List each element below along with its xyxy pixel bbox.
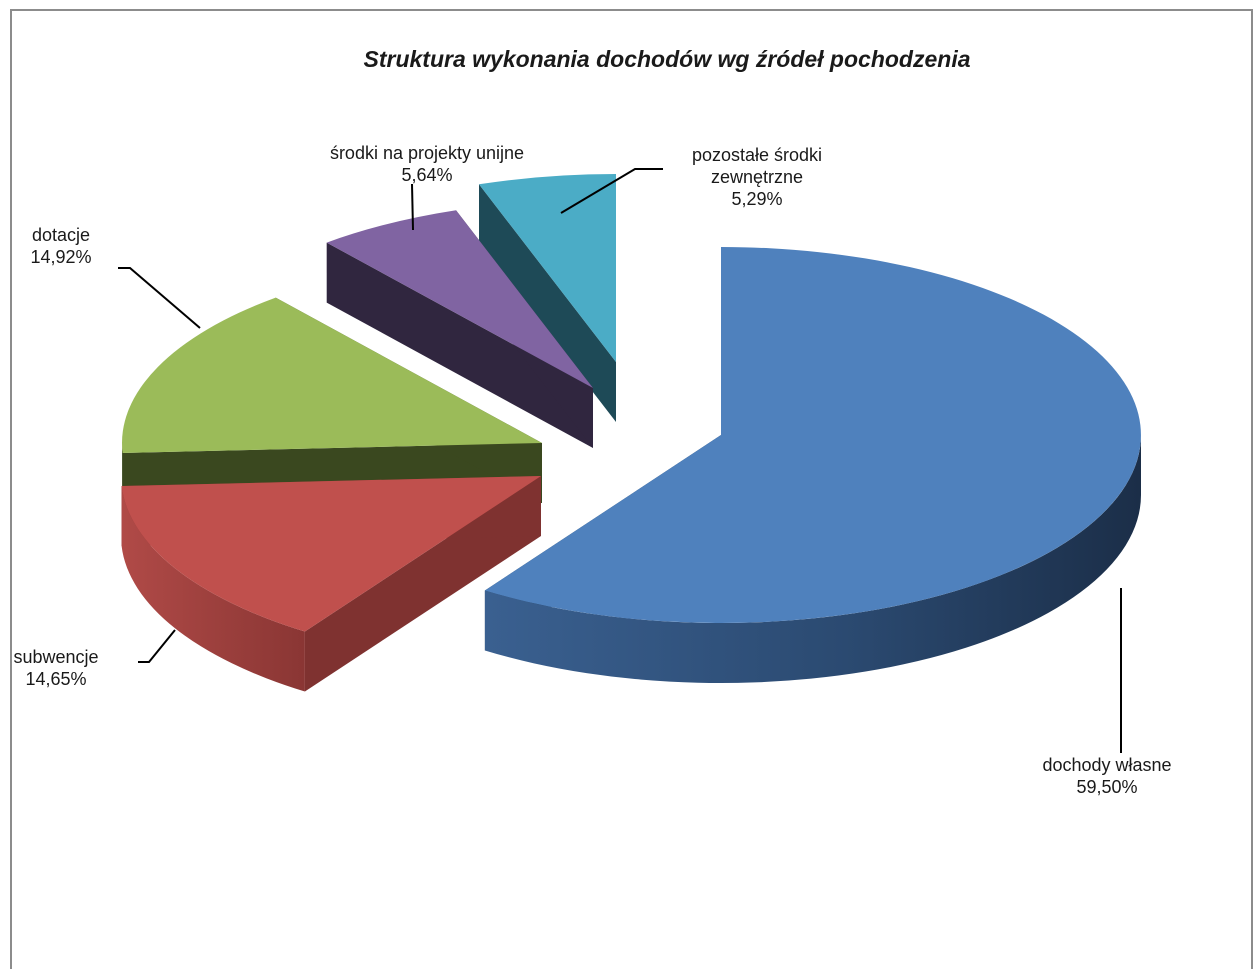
slice-subwencje [121, 476, 541, 692]
slice-subwencje-side-0 [121, 486, 305, 692]
data-label-category: dochody własne [1042, 755, 1171, 775]
slice-dotacje-top [122, 297, 543, 453]
data-label-category: środki na projekty unijne [330, 143, 524, 163]
data-label-category: dotacje [32, 225, 90, 245]
leader-line-srodki-unijne [411, 183, 414, 231]
data-label-value: 5,29% [731, 189, 782, 209]
pie-slices [121, 174, 1141, 692]
chart-title: Struktura wykonania dochodów wg źródeł p… [364, 46, 971, 72]
data-label-category: subwencje [13, 647, 98, 667]
data-label-value: 14,92% [30, 247, 91, 267]
data-label-value: 14,65% [25, 669, 86, 689]
leader-line-dotacje [118, 267, 201, 329]
data-label-pozostale: pozostałe środki zewnętrzne 5,29% [692, 145, 822, 209]
data-label-category: zewnętrzne [711, 167, 803, 187]
slice-pozostale-top [479, 174, 616, 362]
data-label-srodki-unijne: środki na projekty unijne 5,64% [330, 143, 524, 185]
data-label-dotacje: dotacje 14,92% [30, 225, 91, 267]
slice-pozostale-wall-start [479, 184, 616, 422]
data-label-dochody-wlasne: dochody własne 59,50% [1042, 755, 1171, 797]
slice-dochody-wlasne-top [484, 247, 1141, 623]
leader-lines [118, 168, 1122, 753]
slice-srodki-unijne-top [326, 210, 593, 388]
data-label-subwencje: subwencje 14,65% [13, 647, 98, 689]
slice-dochody-wlasne-side-0 [484, 435, 1141, 684]
leader-line-pozostale [560, 168, 663, 214]
data-label-value: 5,64% [401, 165, 452, 185]
slice-subwencje-top [121, 476, 541, 632]
slice-srodki-unijne [326, 210, 593, 448]
data-label-category: pozostałe środki [692, 145, 822, 165]
slice-srodki-unijne-wall-start [326, 242, 593, 448]
data-labels: dochody własne 59,50% subwencje 14,65% dotac… [13, 143, 1171, 797]
leader-line-subwencje [138, 629, 176, 663]
data-label-value: 59,50% [1076, 777, 1137, 797]
chart-frame: Struktura wykonania dochodów wg źródeł p… [10, 9, 1253, 969]
slice-pozostale [479, 174, 616, 422]
slice-dochody-wlasne [484, 247, 1141, 684]
pie-chart: Struktura wykonania dochodów wg źródeł p… [13, 46, 1171, 797]
